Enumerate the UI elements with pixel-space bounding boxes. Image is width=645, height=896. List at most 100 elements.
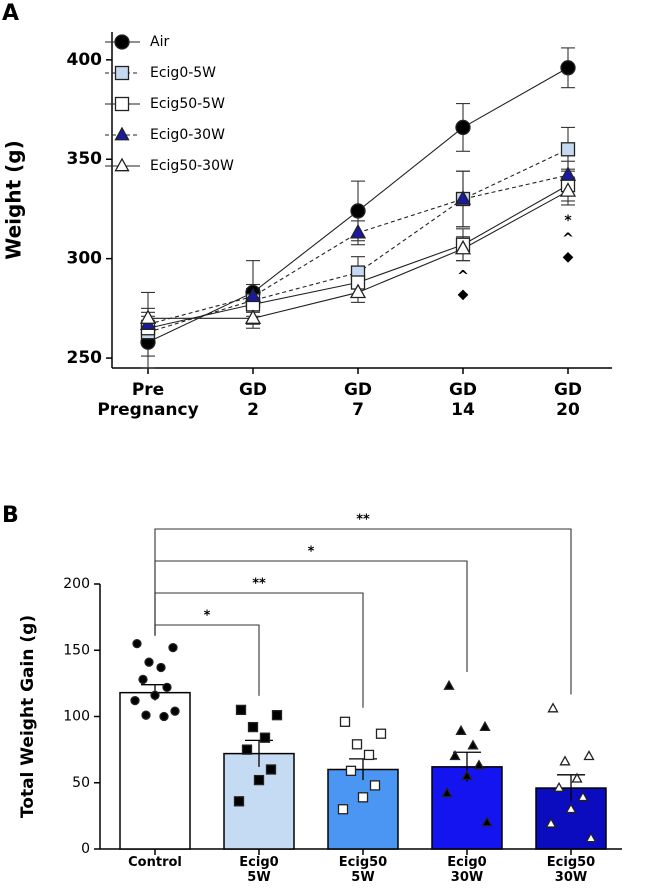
data-point [345,765,357,776]
x-tick-label: Ecig50 30W [546,855,596,885]
data-point [547,702,559,713]
legend-marker [114,157,130,172]
y-tick-label: 150 [63,642,90,658]
data-point [159,711,169,722]
annotation: ^ [562,231,574,247]
point [244,309,262,324]
y-axis-label: Weight (g) [2,140,26,259]
y-tick-label: 0 [81,841,90,857]
data-point [473,759,485,770]
data-point [162,682,172,692]
legend-marker [114,96,130,112]
data-point [233,796,245,807]
bar [119,691,191,850]
data-point [156,662,166,673]
x-tick-label: Control [128,855,182,870]
point [349,223,367,239]
data-point [150,690,160,700]
significance-label: * [308,545,315,560]
data-point [559,755,571,766]
significance-bracket [154,528,572,695]
data-point [363,749,375,761]
data-point [375,728,387,739]
legend-label: Ecig50-30W [150,158,234,174]
x-tick-label: Pre Pregnancy [97,380,199,420]
data-point [577,791,589,802]
data-point [449,750,461,761]
data-point [565,803,577,814]
data-point [271,710,283,721]
data-point [138,674,148,685]
data-point [168,642,178,653]
significance-label: ** [252,577,266,592]
significance-label: * [204,609,211,624]
y-tick-label: 400 [67,50,103,70]
y-tick-label: 100 [63,709,90,725]
y-tick-label: 250 [67,348,103,368]
annotation: ◆ [563,249,574,265]
y-tick-label: 300 [67,249,103,269]
data-point [467,739,479,750]
point [349,283,367,299]
legend-label: Ecig0-30W [150,127,225,143]
point [139,309,157,324]
x-tick-label: GD 14 [448,380,478,420]
legend-marker [114,126,130,141]
panel-label: A [2,1,19,26]
point [455,119,471,136]
annotation: ◆ [458,287,469,303]
data-point [585,832,597,843]
x-tick-label: GD 2 [238,380,268,420]
x-tick-label: GD 7 [343,380,373,420]
data-point [369,780,381,791]
data-point [247,721,259,733]
point [454,239,472,255]
data-point [479,720,491,731]
x-tick-label: Ecig50 5W [338,855,388,885]
legend-label: Air [150,34,169,50]
y-tick-label: 200 [63,576,90,592]
x-tick-label: Ecig0 30W [447,855,487,885]
significance-bracket [154,560,468,673]
legend-marker [114,34,130,50]
data-point [545,817,557,828]
point [560,60,576,76]
data-point [241,744,253,755]
data-point [265,764,277,775]
annotation: * [564,213,572,229]
data-point [583,750,595,761]
data-point [130,695,140,706]
data-point [443,679,455,690]
data-point [481,816,493,827]
data-point [461,769,473,781]
annotation: ^ [457,269,469,285]
legend-label: Ecig0-5W [150,65,216,81]
panel-label: B [2,503,19,528]
data-point [141,710,151,720]
point [559,166,577,181]
significance-label: ** [356,513,370,528]
legend-label: Ecig50-5W [150,96,225,112]
data-point [455,724,467,735]
data-point [235,704,247,716]
legend-marker [114,65,130,81]
x-tick-label: Ecig0 5W [239,855,279,885]
data-point [144,657,154,667]
data-point [259,732,271,743]
data-point [357,792,369,803]
data-point [170,706,180,716]
data-point [337,804,349,815]
point [350,203,366,219]
point [454,190,472,205]
data-point [339,716,351,727]
data-point [441,787,453,798]
data-point [553,781,565,792]
y-tick-label: 350 [67,149,103,169]
y-axis-label: Total Weight Gain (g) [18,615,38,818]
point [244,287,262,303]
data-point [571,772,583,783]
data-point [253,774,265,786]
point [560,142,576,157]
